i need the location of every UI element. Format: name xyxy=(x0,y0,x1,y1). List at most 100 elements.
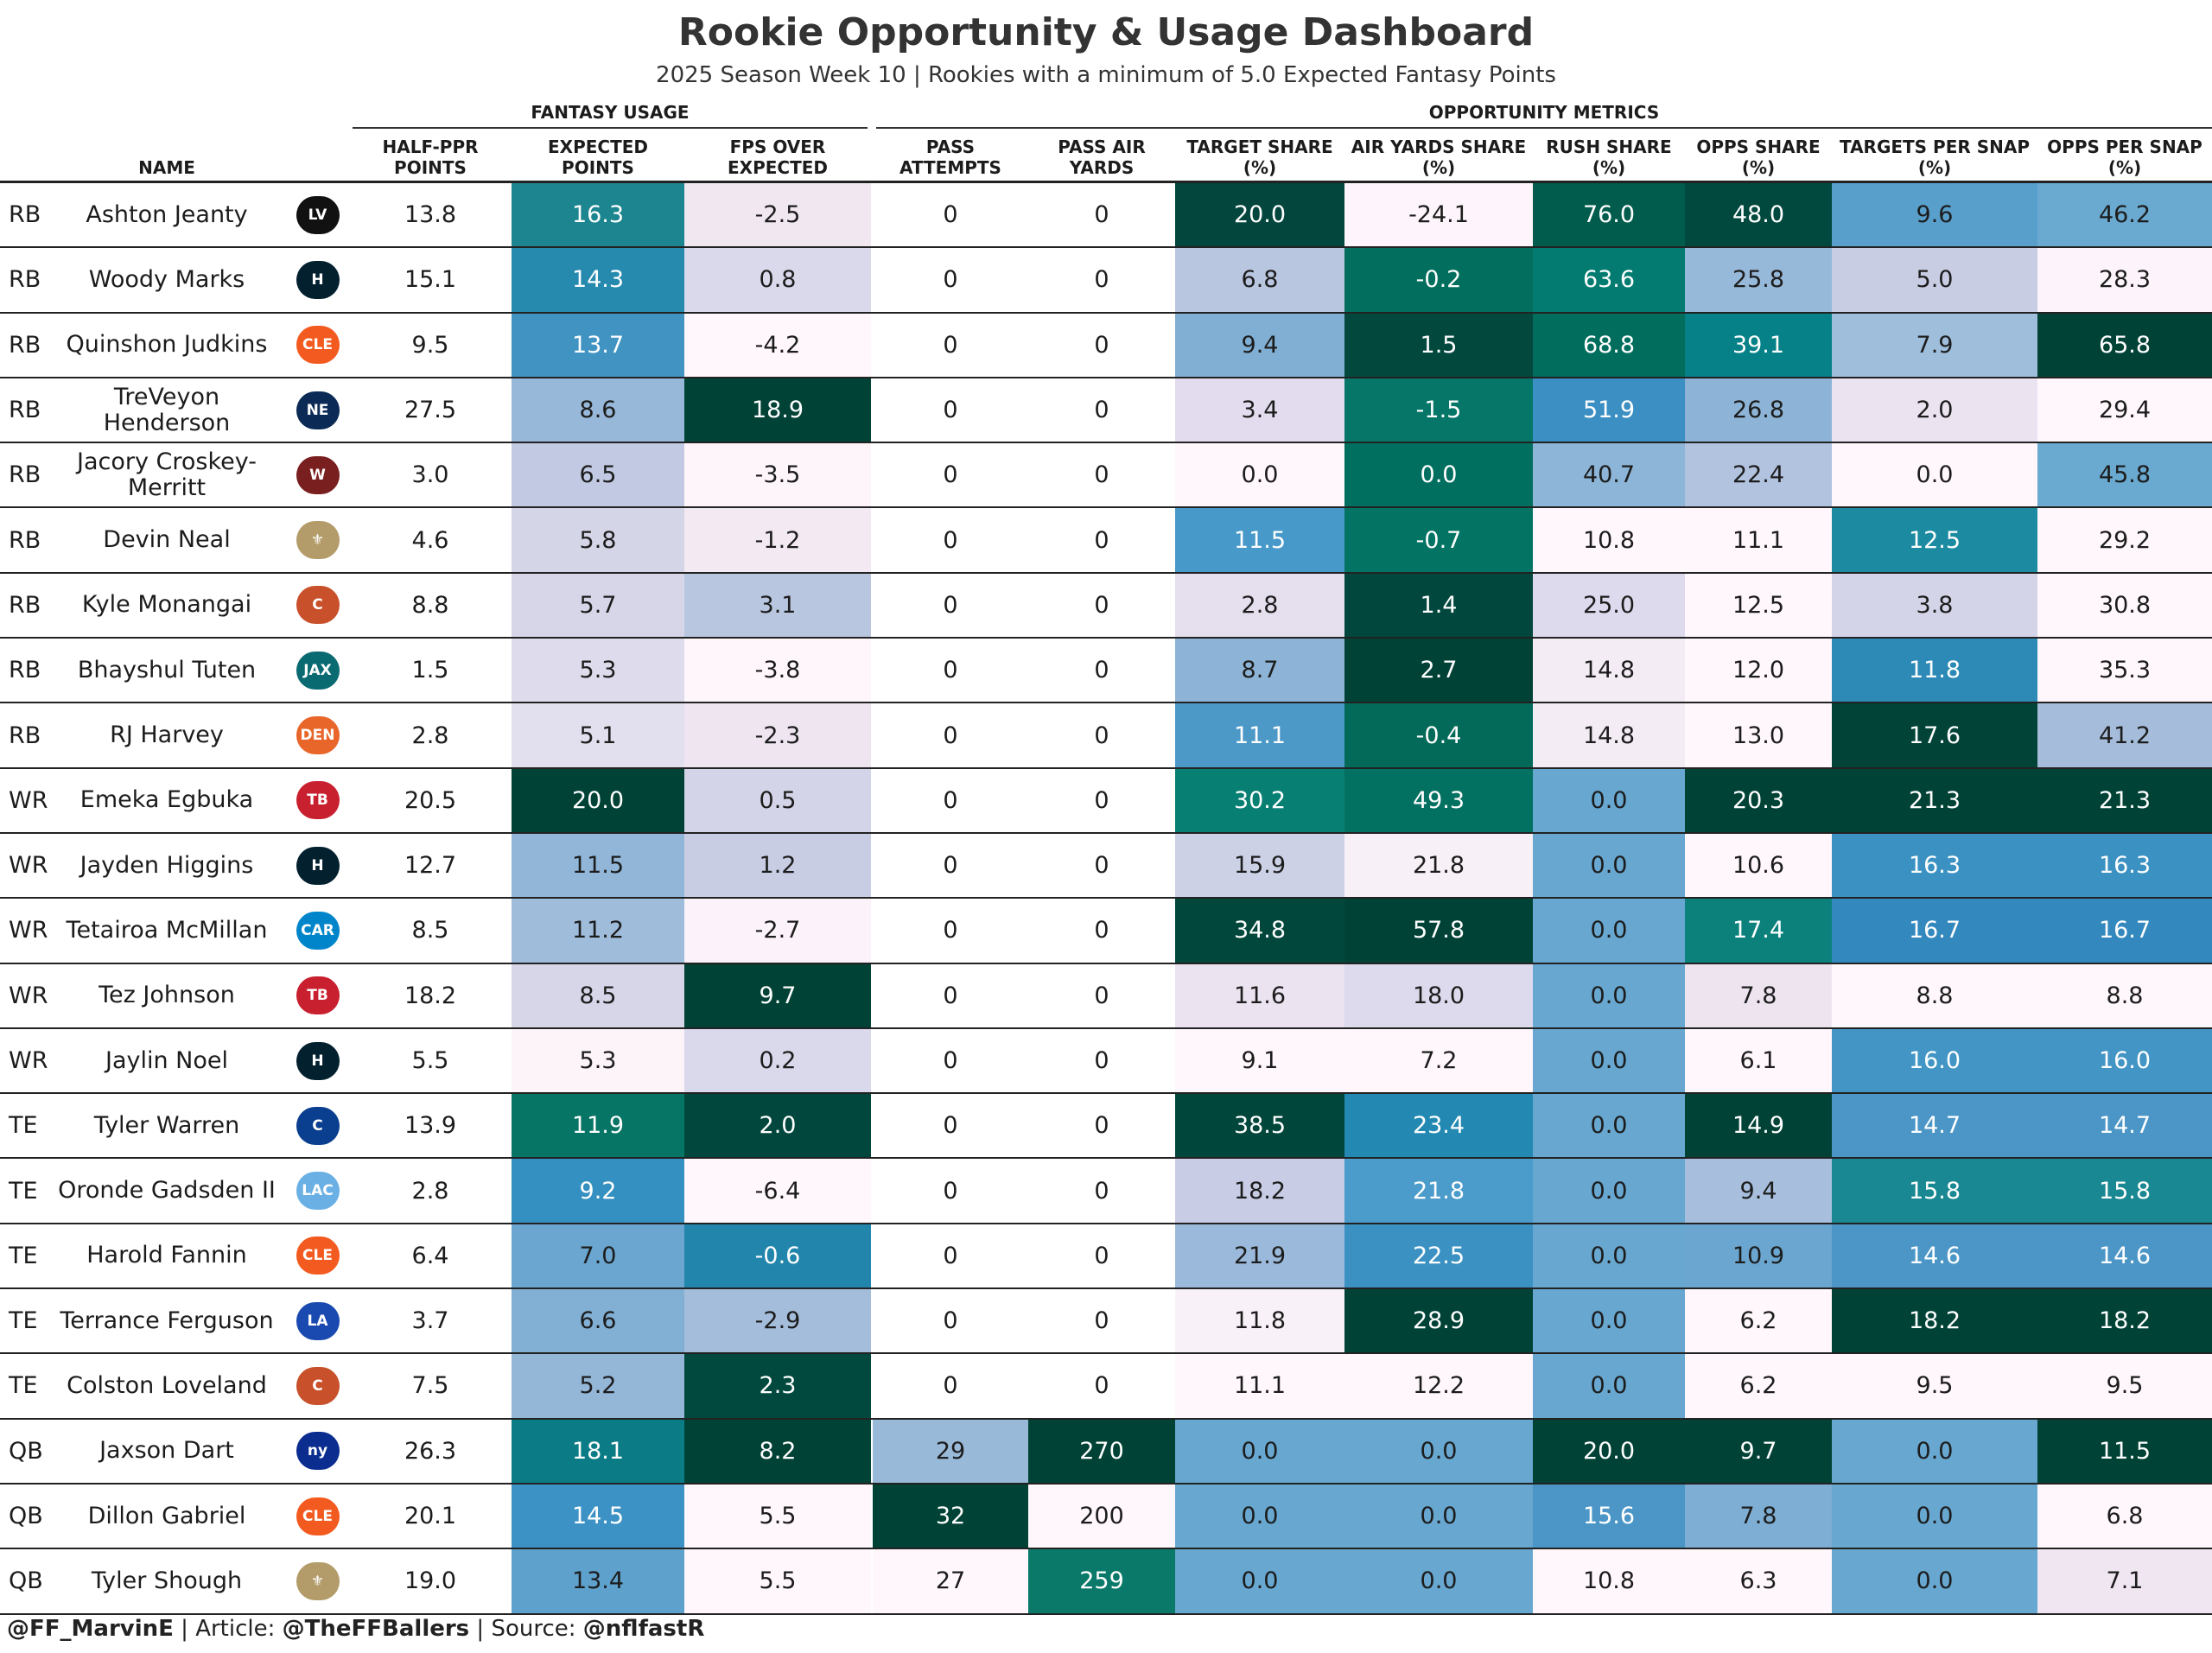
targets-per-snap-cell: 14.6 xyxy=(1832,1224,2037,1288)
header-opps-per-snap: OPPS PER SNAP (%) xyxy=(2047,137,2202,178)
target-share-cell: 15.9 xyxy=(1175,833,1344,898)
table-row: RB Kyle Monangai C 8.8 5.7 3.1 0 0 2.8 1.4 25.0 12.… xyxy=(0,573,2212,639)
expected-points-cell: 11.2 xyxy=(512,899,684,963)
opps-per-snap-cell: 65.8 xyxy=(2037,313,2212,377)
expected-points-cell: 8.5 xyxy=(512,963,684,1027)
table-row: TE Harold Fannin CLE 6.4 7.0 -0.6 0 0 21.9 22.5 0.… xyxy=(0,1224,2212,1290)
pass-attempts-cell: 0 xyxy=(873,378,1028,442)
expected-points-cell: 5.2 xyxy=(512,1354,684,1418)
air-yards-share-cell: 0.0 xyxy=(1344,1484,1533,1548)
pass-air-yards-cell: 0 xyxy=(1028,508,1175,572)
position-cell: WR xyxy=(9,1047,48,1074)
air-yards-share-cell: 21.8 xyxy=(1344,833,1533,898)
position-cell: TE xyxy=(9,1372,38,1400)
targets-per-snap-cell: 18.2 xyxy=(1832,1289,2037,1353)
opps-share-cell: 10.9 xyxy=(1685,1224,1832,1288)
fps-over-expected-cell: -2.3 xyxy=(684,703,871,767)
rams-logo-icon: LA xyxy=(296,1301,340,1340)
pass-air-yards-cell: 0 xyxy=(1028,833,1175,898)
commanders-logo-icon: W xyxy=(296,455,340,494)
table-row: WR Jaylin Noel H 5.5 5.3 0.2 0 0 9.1 7.2 0.0 6.1 16.… xyxy=(0,1028,2212,1095)
rush-share-cell: 25.0 xyxy=(1533,573,1685,638)
targets-per-snap-cell: 16.0 xyxy=(1832,1028,2037,1093)
player-name-cell: RJ Harvey xyxy=(110,722,224,749)
expected-points-cell: 9.2 xyxy=(512,1159,684,1223)
fps-over-expected-cell: 18.9 xyxy=(684,378,871,442)
footer-sep-article: | Article: xyxy=(173,1616,283,1642)
pass-attempts-cell: 0 xyxy=(873,1224,1028,1288)
rush-share-cell: 14.8 xyxy=(1533,639,1685,703)
buccaneers-logo-icon: TB xyxy=(296,781,340,820)
rush-share-cell: 15.6 xyxy=(1533,1484,1685,1548)
fps-over-expected-cell: 8.2 xyxy=(684,1419,871,1483)
targets-per-snap-cell: 17.6 xyxy=(1832,703,2037,767)
table-row: QB Jaxson Dart ny 26.3 18.1 8.2 29 270 0.0 0.0 20.… xyxy=(0,1419,2212,1485)
position-cell: WR xyxy=(9,917,48,944)
pass-air-yards-cell: 0 xyxy=(1028,1224,1175,1288)
target-share-cell: 30.2 xyxy=(1175,768,1344,832)
footer-sep-source: | Source: xyxy=(469,1616,583,1642)
air-yards-share-cell: -1.5 xyxy=(1344,378,1533,442)
target-share-cell: 11.1 xyxy=(1175,703,1344,767)
browns-logo-icon: CLE xyxy=(296,1237,340,1275)
player-name-cell: Jacory Croskey- Merritt xyxy=(76,448,257,501)
position-cell: QB xyxy=(9,1437,43,1465)
opps-per-snap-cell: 14.7 xyxy=(2037,1094,2212,1158)
team-logo-texans: H xyxy=(285,1029,350,1092)
group-fantasy-divider xyxy=(353,127,868,129)
chargers-logo-icon: LAC xyxy=(296,1172,340,1211)
air-yards-share-cell: -0.4 xyxy=(1344,703,1533,767)
opps-per-snap-cell: 28.3 xyxy=(2037,248,2212,312)
opps-share-cell: 13.0 xyxy=(1685,703,1832,767)
air-yards-share-cell: 0.0 xyxy=(1344,443,1533,507)
half-ppr-points-cell: 20.1 xyxy=(353,1484,508,1548)
pass-attempts-cell: 0 xyxy=(873,183,1028,247)
pass-air-yards-cell: 270 xyxy=(1028,1419,1175,1483)
position-cell: WR xyxy=(9,786,48,814)
player-name-cell: Dillon Gabriel xyxy=(87,1502,246,1529)
team-logo-rams: LA xyxy=(285,1289,350,1352)
fps-over-expected-cell: -4.2 xyxy=(684,313,871,377)
team-logo-browns: CLE xyxy=(285,314,350,377)
opps-share-cell: 25.8 xyxy=(1685,248,1832,312)
half-ppr-points-cell: 27.5 xyxy=(353,378,508,442)
pass-attempts-cell: 0 xyxy=(873,1354,1028,1418)
footer-source: @nflfastR xyxy=(582,1616,705,1642)
opps-share-cell: 17.4 xyxy=(1685,899,1832,963)
texans-logo-icon: H xyxy=(296,1041,340,1080)
header-target-share: TARGET SHARE (%) xyxy=(1186,137,1333,178)
targets-per-snap-cell: 9.5 xyxy=(1832,1354,2037,1418)
table-row: TE Oronde Gadsden II LAC 2.8 9.2 -6.4 0 0 18.2 21… xyxy=(0,1159,2212,1224)
half-ppr-points-cell: 3.0 xyxy=(353,443,508,507)
pass-air-yards-cell: 0 xyxy=(1028,963,1175,1027)
rush-share-cell: 0.0 xyxy=(1533,768,1685,832)
opps-share-cell: 6.2 xyxy=(1685,1354,1832,1418)
team-logo-browns: CLE xyxy=(285,1485,350,1548)
pass-attempts-cell: 0 xyxy=(873,768,1028,832)
player-name-cell: TreVeyon Henderson xyxy=(103,383,231,436)
table-row: RB RJ Harvey DEN 2.8 5.1 -2.3 0 0 11.1 -0.4 14.8 13… xyxy=(0,703,2212,769)
half-ppr-points-cell: 7.5 xyxy=(353,1354,508,1418)
opps-share-cell: 20.3 xyxy=(1685,768,1832,832)
opps-share-cell: 14.9 xyxy=(1685,1094,1832,1158)
opps-share-cell: 6.2 xyxy=(1685,1289,1832,1353)
half-ppr-points-cell: 8.8 xyxy=(353,573,508,638)
table-row: WR Tez Johnson TB 18.2 8.5 9.7 0 0 11.6 18.0 0.0 7.… xyxy=(0,963,2212,1029)
pass-attempts-cell: 0 xyxy=(873,639,1028,703)
half-ppr-points-cell: 12.7 xyxy=(353,833,508,898)
position-cell: TE xyxy=(9,1307,38,1335)
expected-points-cell: 18.1 xyxy=(512,1419,684,1483)
targets-per-snap-cell: 7.9 xyxy=(1832,313,2037,377)
pass-attempts-cell: 0 xyxy=(873,899,1028,963)
saints-logo-icon: ⚜ xyxy=(296,521,340,560)
expected-points-cell: 14.5 xyxy=(512,1484,684,1548)
air-yards-share-cell: 1.4 xyxy=(1344,573,1533,638)
opps-share-cell: 12.0 xyxy=(1685,639,1832,703)
pass-attempts-cell: 0 xyxy=(873,248,1028,312)
table-row: RB Ashton Jeanty LV 13.8 16.3 -2.5 0 0 20.0 -24.1… xyxy=(0,183,2212,249)
expected-points-cell: 5.3 xyxy=(512,1028,684,1093)
pass-air-yards-cell: 0 xyxy=(1028,183,1175,247)
opps-share-cell: 7.8 xyxy=(1685,963,1832,1027)
team-logo-commanders: W xyxy=(285,443,350,506)
pass-attempts-cell: 27 xyxy=(873,1549,1028,1613)
